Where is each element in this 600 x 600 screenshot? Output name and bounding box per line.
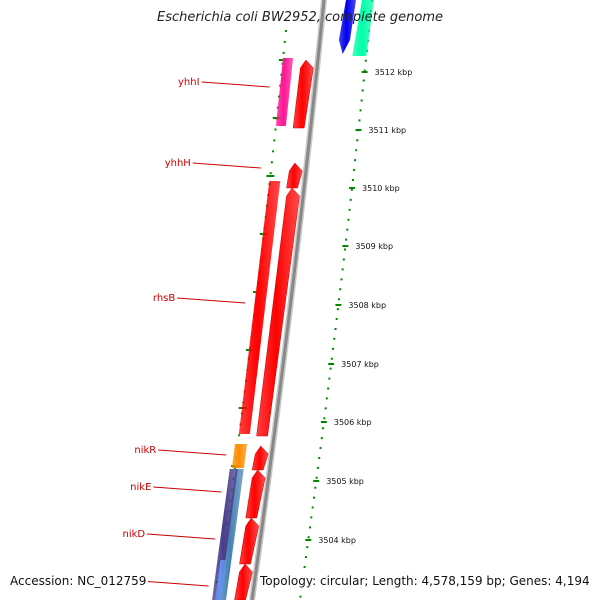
cds-arrow <box>234 563 253 600</box>
gene-bar-nikr <box>231 444 248 468</box>
kbp-tick-label: 3511 kbp <box>368 126 406 135</box>
kbp-tick-label: 3512 kbp <box>375 68 413 77</box>
gene-leader-line <box>201 81 270 88</box>
genome-stats-text: Topology: circular; Length: 4,578,159 bp… <box>258 574 592 588</box>
top-feature-blue <box>338 0 356 54</box>
top-feature-cyan <box>352 0 374 56</box>
backbone-line <box>250 0 326 600</box>
gene-label-yhhi: yhhI <box>178 77 200 88</box>
kbp-tick-label: 3507 kbp <box>341 360 379 369</box>
kbp-tick-label: 3509 kbp <box>355 242 393 251</box>
gene-label-rhsb: rhsB <box>153 293 175 304</box>
kbp-tick-label: 3505 kbp <box>326 477 364 486</box>
cds-arrow <box>251 445 269 471</box>
kbp-tick-label: 3510 kbp <box>362 184 400 193</box>
gene-bar-yhhi <box>275 58 294 126</box>
gene-leader-line <box>153 486 222 493</box>
gene-bar-nikc <box>215 560 227 600</box>
gene-label-nikr: nikR <box>134 445 156 456</box>
cds-arrow <box>245 469 266 519</box>
kbp-tick-label: 3504 kbp <box>318 536 356 545</box>
gene-leader-line <box>177 297 246 304</box>
gene-label-yhhh: yhhH <box>165 158 191 169</box>
cds-arrow <box>286 162 303 189</box>
kbp-tick-label: 3508 kbp <box>348 301 386 310</box>
map-title: Escherichia coli BW2952, complete genome <box>157 10 443 25</box>
cds-arrow <box>292 59 314 129</box>
gene-bar-nikd <box>212 469 238 600</box>
gene-leader-line <box>140 580 209 587</box>
gene-leader-line <box>147 533 216 540</box>
outer-dotted-ring <box>299 0 373 600</box>
gene-label-nike: nikE <box>130 482 151 493</box>
cds-arrow <box>239 517 260 565</box>
accession-text: Accession: NC_012759 <box>8 574 149 588</box>
cds-arrow <box>256 187 300 437</box>
kbp-tick-label: 3506 kbp <box>334 418 372 427</box>
gene-leader-line <box>158 449 227 456</box>
gene-bar-yhhh <box>238 181 281 434</box>
gene-label-nikd: nikD <box>122 529 145 540</box>
gene-leader-line <box>192 162 261 169</box>
